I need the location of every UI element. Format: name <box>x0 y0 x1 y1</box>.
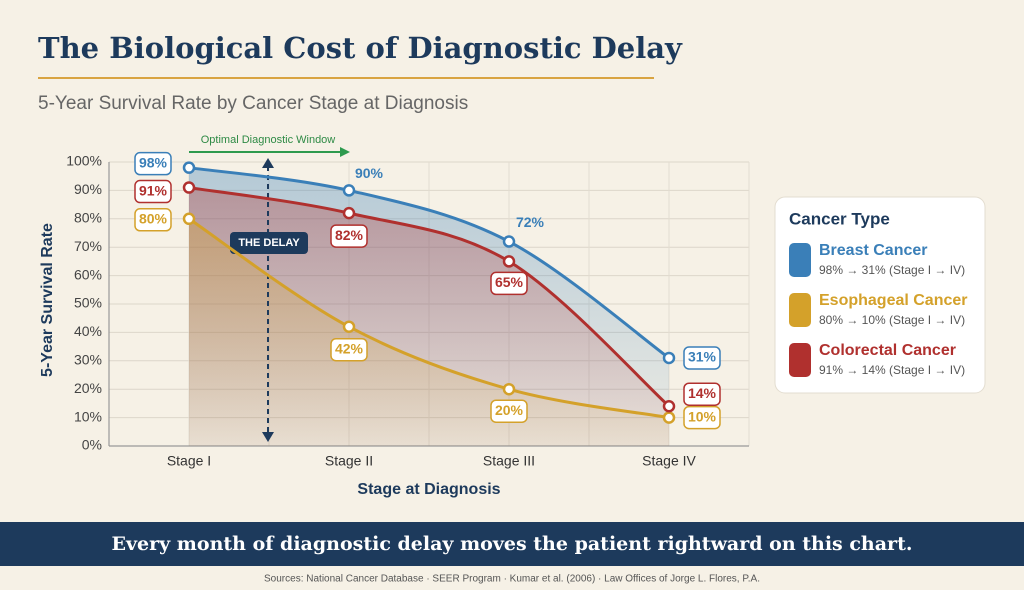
y-tick-label: 80% <box>74 210 102 226</box>
value-label-box <box>134 151 172 176</box>
data-point <box>502 235 516 248</box>
legend-description: 80% → 10% (Stage I → IV) <box>819 313 965 327</box>
x-tick-label: Stage III <box>483 453 535 469</box>
y-tick-label: 100% <box>66 153 102 169</box>
value-label-box <box>330 224 368 248</box>
x-tick-label: Stage IV <box>642 453 696 469</box>
value-label: 65% <box>495 274 524 290</box>
legend-description: 91% → 14% (Stage I → IV) <box>819 363 965 377</box>
data-point <box>182 161 196 174</box>
plot-area: 0% 10% 20% 30% 40% 50% 60% 70% 80% 90% 100% Stage I… <box>66 134 750 469</box>
data-point <box>342 320 356 333</box>
series-line <box>188 186 671 408</box>
y-tick-label: 20% <box>74 380 102 396</box>
banner-text: Every month of diagnostic delay moves th… <box>112 533 913 555</box>
y-tick-label: 10% <box>74 408 102 424</box>
window-label: Optimal Diagnostic Window <box>201 134 336 146</box>
y-axis-label: 5-Year Survival Rate <box>39 223 56 377</box>
data-point <box>662 411 676 424</box>
legend-swatch <box>789 293 811 327</box>
legend-label: Esophageal Cancer <box>819 292 968 309</box>
y-tick-label: 40% <box>74 323 102 339</box>
value-label-box <box>683 346 721 370</box>
legend-title: Cancer Type <box>789 209 890 228</box>
y-tick-label: 70% <box>74 238 102 254</box>
series-line <box>188 166 670 360</box>
value-label: 82% <box>335 227 364 243</box>
value-label-box <box>134 179 172 204</box>
legend-swatch <box>789 343 811 377</box>
legend: Breast Cancer 98% → 31% (Stage I → IV) Eso… <box>789 242 968 377</box>
value-label-box <box>683 382 721 406</box>
value-label: 42% <box>335 340 364 356</box>
legend-swatch <box>789 243 811 277</box>
series-area <box>189 218 669 446</box>
x-tick-label: Stage I <box>167 453 211 469</box>
value-label-box <box>490 271 528 296</box>
value-label: 72% <box>516 214 545 230</box>
value-label: 20% <box>495 402 524 418</box>
y-tick-label: 60% <box>74 266 102 282</box>
value-label: 80% <box>139 211 168 227</box>
arrow-head <box>262 158 274 168</box>
arrow-head <box>340 147 350 157</box>
data-point <box>342 184 356 197</box>
value-label-box <box>683 405 721 430</box>
delay-badge <box>230 232 308 254</box>
legend-box <box>774 196 986 394</box>
x-axis-label: Stage at Diagnosis <box>357 481 500 498</box>
data-point <box>182 212 196 226</box>
value-label-box <box>134 208 172 232</box>
value-label: 14% <box>688 385 717 401</box>
chart-title: The Biological Cost of Diagnostic Delay <box>38 31 683 65</box>
series-line <box>188 217 670 420</box>
y-tick-label: 90% <box>74 181 102 197</box>
y-tick-label: 0% <box>82 437 102 453</box>
legend-description: 98% → 31% (Stage I → IV) <box>819 263 965 277</box>
x-tick-label: Stage II <box>325 453 373 469</box>
legend-label: Colorectal Cancer <box>819 342 956 359</box>
legend-label: Breast Cancer <box>819 242 928 259</box>
data-point <box>502 382 516 396</box>
chart-subtitle: 5-Year Survival Rate by Cancer Stage at … <box>38 93 468 114</box>
data-point <box>662 399 676 413</box>
delay-label: THE DELAY <box>238 237 300 249</box>
data-point <box>662 351 676 365</box>
value-label-box <box>490 399 528 423</box>
value-label: 10% <box>688 408 717 424</box>
value-label: 98% <box>139 154 168 170</box>
value-label-box <box>330 337 368 362</box>
data-point <box>182 181 196 194</box>
value-label: 91% <box>139 182 168 198</box>
value-label: 90% <box>355 165 384 181</box>
y-tick-label: 30% <box>74 352 102 368</box>
sources: Sources: National Cancer Database · SEER… <box>264 574 760 585</box>
data-point <box>342 206 356 220</box>
banner <box>0 522 1024 566</box>
data-point <box>502 255 516 268</box>
arrow-head <box>262 432 274 442</box>
value-label: 31% <box>688 349 717 365</box>
y-tick-label: 50% <box>74 295 102 311</box>
